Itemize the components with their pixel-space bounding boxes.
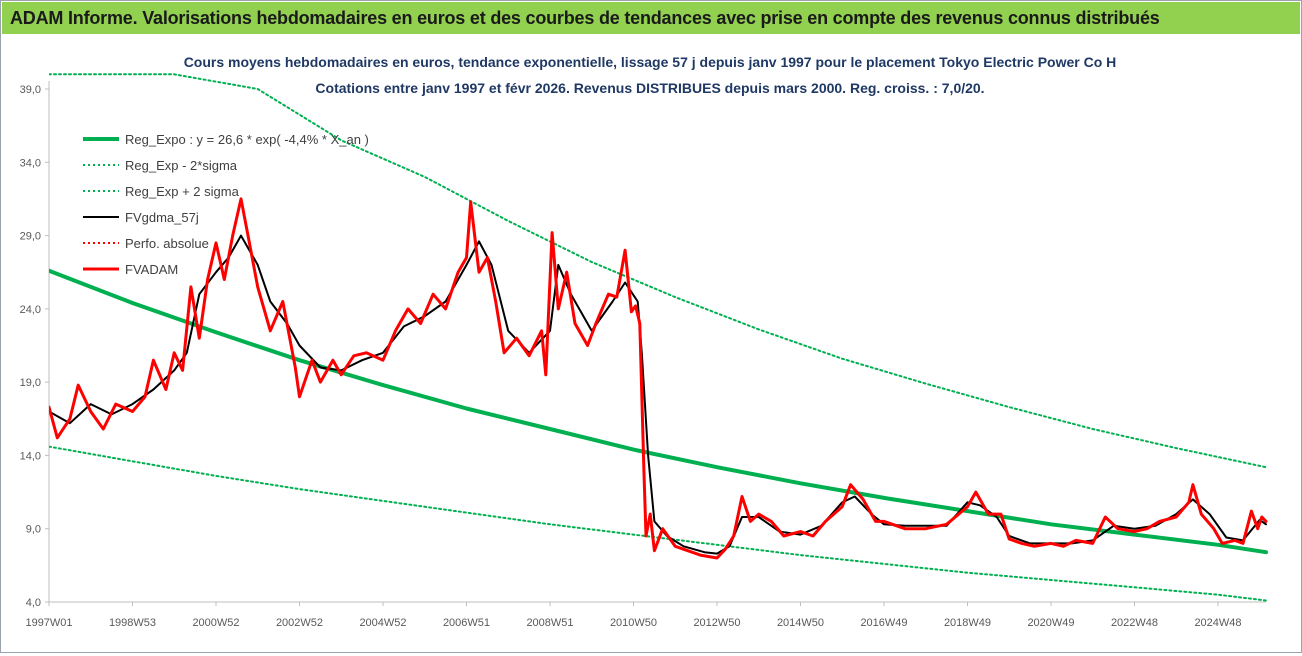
x-tick-label: 2016W49 bbox=[860, 617, 907, 629]
x-tick-label: 2000W52 bbox=[192, 617, 239, 629]
x-tick-label: 2008W51 bbox=[526, 617, 573, 629]
series-line-fvadam bbox=[49, 197, 1268, 560]
x-tick-label: 2018W49 bbox=[944, 617, 991, 629]
x-tick-label: 2006W51 bbox=[443, 617, 490, 629]
banner-title: ADAM Informe. Valorisations hebdomadaire… bbox=[10, 8, 1160, 28]
x-tick-label: 1997W01 bbox=[25, 617, 72, 629]
series-line-reg-expo-y-26-6-exp-4-4-x-an bbox=[49, 268, 1268, 555]
chart-area: Cours moyens hebdomadaires en euros, ten… bbox=[13, 41, 1301, 651]
legend-label: Reg_Exp - 2*sigma bbox=[125, 158, 238, 173]
y-tick-label: 14,0 bbox=[20, 450, 41, 462]
y-tick-label: 4,0 bbox=[26, 597, 41, 609]
x-tick-label: 2010W50 bbox=[610, 617, 657, 629]
series-line-reg-exp-2-sigma bbox=[49, 445, 1267, 602]
y-tick-label: 39,0 bbox=[20, 84, 41, 96]
series-group bbox=[49, 73, 1268, 602]
x-tick-label: 2002W52 bbox=[276, 617, 323, 629]
x-tick-label: 2022W48 bbox=[1111, 617, 1158, 629]
legend-label: Reg_Expo : y = 26,6 * exp( -4,4% * X_an … bbox=[125, 132, 369, 147]
chart-subtitle: Cotations entre janv 1997 et févr 2026. … bbox=[315, 80, 984, 96]
x-tick-label: 2004W52 bbox=[359, 617, 406, 629]
legend-label: FVADAM bbox=[125, 262, 178, 277]
y-tick-label: 24,0 bbox=[20, 304, 41, 316]
series-line-fvgdma-57j bbox=[49, 234, 1267, 555]
legend-label: Reg_Exp + 2 sigma bbox=[125, 184, 240, 199]
x-tick-label: 1998W53 bbox=[109, 617, 156, 629]
chart-title-group: Cours moyens hebdomadaires en euros, ten… bbox=[184, 54, 1117, 96]
x-tick-label: 2024W48 bbox=[1194, 617, 1241, 629]
series-line-reg-exp-2-sigma bbox=[49, 73, 1267, 469]
chart-title: Cours moyens hebdomadaires en euros, ten… bbox=[184, 54, 1117, 70]
y-tick-label: 34,0 bbox=[20, 157, 41, 169]
y-tick-label: 19,0 bbox=[20, 377, 41, 389]
x-tick-label: 2014W50 bbox=[777, 617, 824, 629]
chart-svg: Cours moyens hebdomadaires en euros, ten… bbox=[20, 54, 1268, 629]
banner: ADAM Informe. Valorisations hebdomadaire… bbox=[2, 2, 1300, 34]
y-tick-label: 29,0 bbox=[20, 231, 41, 243]
legend-label: FVgdma_57j bbox=[125, 210, 199, 225]
x-tick-label: 2020W49 bbox=[1027, 617, 1074, 629]
axes-group: 4,0 9,0 14,0 19,0 24,0 29,0 34,0 39,0 1997W01 199… bbox=[20, 81, 1266, 629]
x-tick-label: 2012W50 bbox=[693, 617, 740, 629]
legend: Reg_Expo : y = 26,6 * exp( -4,4% * X_an … bbox=[83, 132, 369, 277]
y-tick-label: 9,0 bbox=[26, 524, 41, 536]
legend-label: Perfo. absolue bbox=[125, 236, 209, 251]
